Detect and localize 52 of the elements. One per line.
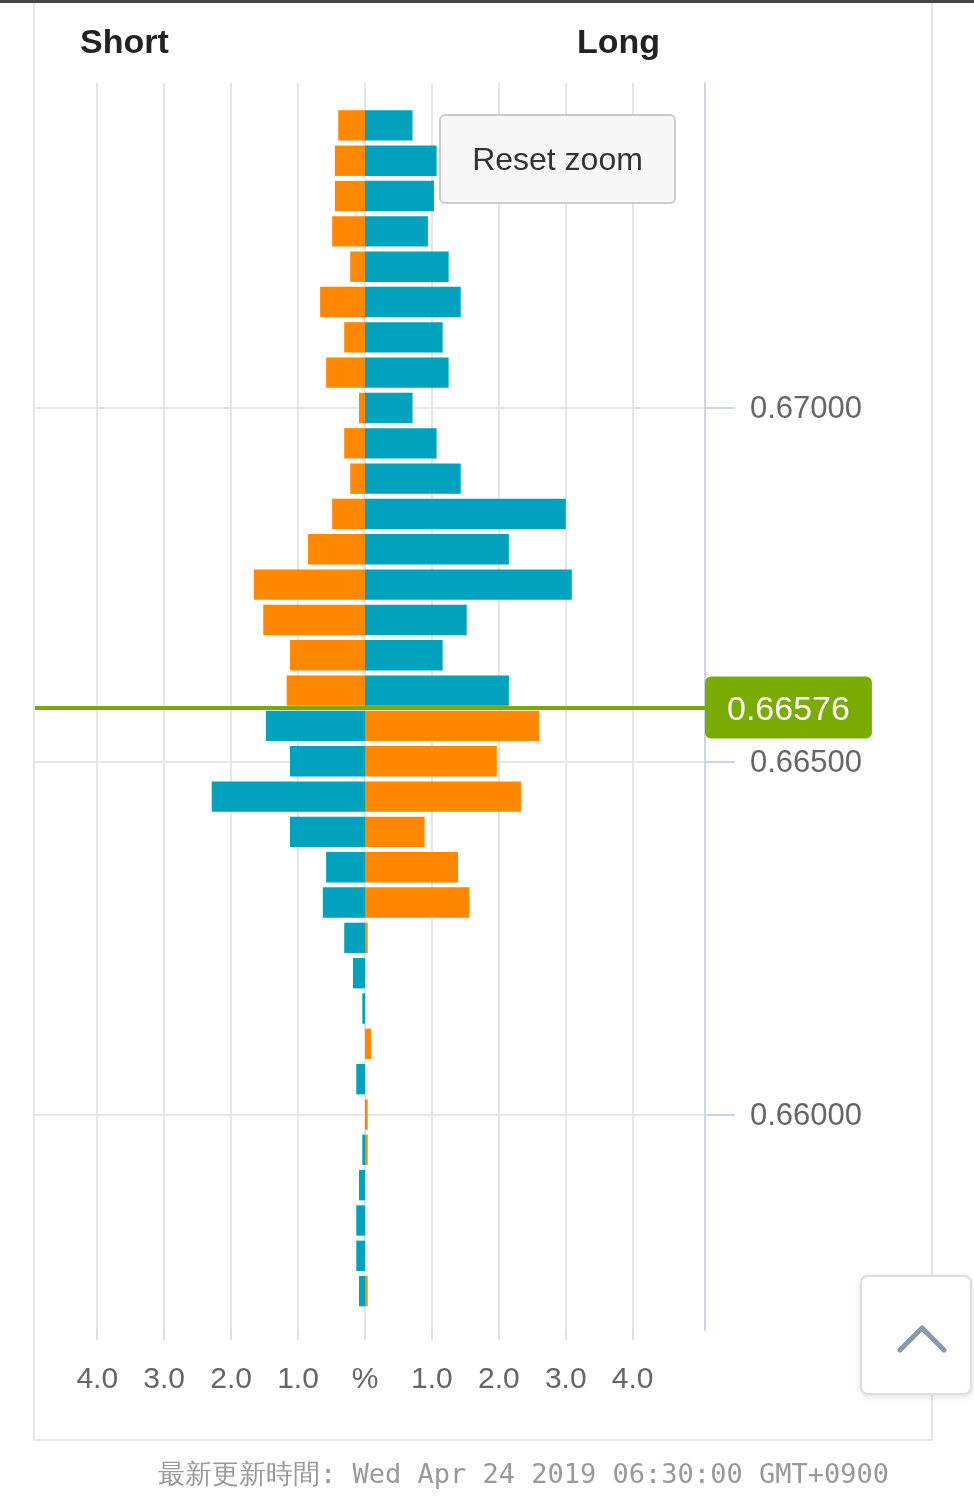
bar [364, 322, 443, 353]
y-tick-label: 0.66500 [750, 743, 863, 779]
bar [364, 640, 443, 671]
bar [364, 180, 434, 212]
bar [308, 534, 365, 565]
bar [358, 392, 365, 424]
bar [344, 428, 365, 459]
bar [332, 216, 365, 247]
bar [338, 110, 365, 141]
bar [364, 498, 566, 530]
x-tick-label: 2.0 [210, 1360, 252, 1394]
bar [364, 357, 449, 388]
bar [286, 675, 365, 706]
bar [364, 463, 461, 494]
bar [350, 463, 365, 494]
bar [263, 604, 365, 636]
text: Long [576, 22, 660, 61]
reset-zoom-button[interactable]: Reset zoom [439, 114, 676, 204]
bar [334, 180, 365, 212]
x-tick-label: 3.0 [544, 1360, 587, 1394]
x-tick-label: 1.0 [277, 1360, 319, 1394]
bar [364, 110, 413, 141]
x-tick-label: 1.0 [411, 1360, 453, 1394]
x-tick-label: 2.0 [477, 1360, 520, 1394]
bar [326, 357, 365, 388]
x-tick-label: % [351, 1360, 379, 1394]
bar [364, 604, 467, 636]
bar [364, 145, 437, 176]
bar [332, 498, 365, 530]
scroll-top-button[interactable] [860, 1275, 972, 1395]
bar [290, 640, 365, 671]
ref-line-label: 0.66576 [727, 688, 850, 727]
y-tick-label: 0.67000 [750, 390, 863, 426]
bar [253, 569, 365, 600]
bar [364, 675, 509, 706]
text: Short [80, 22, 169, 61]
bar [364, 392, 413, 424]
bar [334, 145, 365, 176]
bar [364, 569, 572, 600]
bar [350, 251, 365, 282]
bar [364, 428, 437, 459]
bar [364, 251, 449, 282]
bar [364, 286, 461, 318]
bar [320, 286, 365, 318]
x-tick-label: 4.0 [76, 1360, 119, 1394]
text: 最新更新時間: Wed Apr 24 2019 06:30:00 GMT+0900 [158, 1457, 889, 1491]
x-tick-label: 4.0 [611, 1360, 654, 1394]
x-tick-label: 3.0 [143, 1360, 186, 1394]
y-tick-label: 0.66000 [750, 1097, 863, 1133]
bar [364, 534, 509, 565]
bar [364, 216, 428, 247]
bar [344, 322, 365, 353]
